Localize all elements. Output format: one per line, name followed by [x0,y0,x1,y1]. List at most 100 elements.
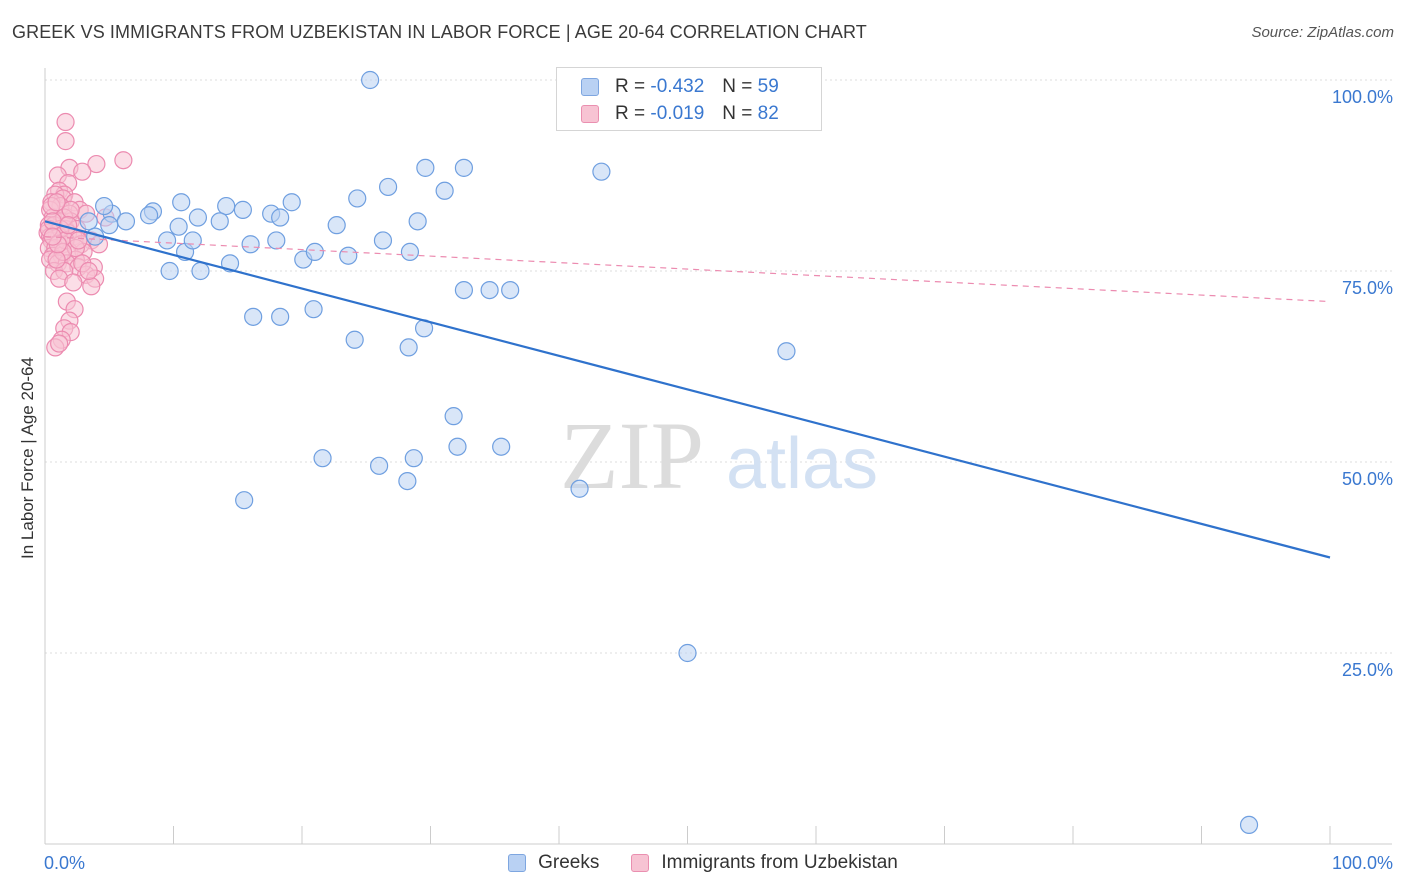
legend-r-label: R = [615,76,646,97]
greeks-point [327,216,346,235]
greeks-point [100,216,119,235]
legend-swatch-greeks [508,854,527,872]
x-tick-label: 100.0% [1332,853,1393,873]
legend-item-uzbekistan[interactable]: Immigrants from Uzbekistan [631,852,898,874]
legend-n-label: N = [722,76,753,97]
greeks-point [345,330,364,349]
greeks-point [191,261,210,281]
greeks-point [592,162,611,181]
uzbekistan-point [47,250,66,269]
greeks-point [313,449,332,468]
greeks-point [304,300,323,319]
greeks-point [777,342,796,361]
legend-n-value: 82 [757,103,779,124]
legend-row-greeks: R = -0.432 N = 59 [581,74,779,100]
greeks-point [169,217,188,236]
greeks-point [501,281,520,300]
watermark: ZIP atlas [560,402,878,509]
uzbekistan-point [56,112,75,132]
uzbekistan-point [82,277,101,296]
uzbekistan-point [43,227,62,246]
tick-labels: 25.0% 50.0% 75.0% 100.0% 0.0% 100.0% [44,87,1393,873]
trend-lines [44,220,1331,559]
series-legend: Greeks Immigrants from Uzbekistan [0,852,1406,874]
grid-lines [45,79,1392,654]
greeks-point [416,158,435,177]
greeks-point [348,189,367,208]
greeks-point [267,231,286,250]
legend-row-uzbekistan: R = -0.019 N = 82 [581,101,779,127]
source-label: Source: ZipAtlas.com [1251,24,1394,41]
greeks-point [139,206,159,225]
legend-r-value: -0.019 [650,103,705,124]
legend-r-label: R = [615,103,646,124]
greeks-point [235,491,254,510]
greeks-point [188,208,208,227]
legend-swatch-greeks [581,78,599,96]
uzbekistan-point [87,154,106,174]
greeks-point [339,246,358,265]
greeks-point [454,281,474,300]
greeks-point [408,212,427,231]
greeks-point [370,456,389,475]
uzbekistan-point [69,231,88,250]
greeks-point [244,307,263,326]
greeks-point [172,193,191,212]
greeks-point [95,196,114,216]
uzbekistan-point [73,162,92,181]
greeks-point [398,472,417,491]
greeks-point [160,261,179,281]
greeks-point [241,235,260,254]
legend-label-uzbekistan: Immigrants from Uzbekistan [661,852,898,873]
legend-r-value: -0.432 [650,76,705,97]
legend-n-label: N = [722,103,753,124]
legend-swatch-uzbekistan [581,105,599,123]
trend-line-greeks [44,220,1331,559]
greeks-point [444,407,463,426]
greeks-point [480,281,499,300]
greeks-point [217,196,236,216]
y-tick-label: 100.0% [1332,87,1393,107]
greeks-point [210,212,229,231]
uzbekistan-point [114,151,133,170]
legend-label-greeks: Greeks [538,852,600,873]
greeks-point [271,208,290,227]
legend-n-value: 59 [757,76,779,97]
greeks-point [271,307,290,326]
greeks-point [399,338,418,357]
greeks-point [678,643,697,663]
greeks-point [1239,815,1259,835]
chart-title: GREEK VS IMMIGRANTS FROM UZBEKISTAN IN L… [12,22,867,42]
axes [44,68,1392,845]
greeks-point [378,177,398,197]
x-tick-label: 0.0% [44,853,85,873]
trend-line-uzbekistan [44,236,1331,303]
greeks-point [305,242,324,261]
greeks-point [79,212,98,231]
greeks-point [373,231,393,250]
greeks-point [116,212,136,231]
greeks-point [361,70,380,90]
greeks-point [157,231,177,250]
uzbekistan-point [79,261,98,281]
greeks-point [435,181,454,200]
greeks-point [400,242,420,261]
greeks-point [183,231,202,250]
greeks-point [448,437,467,456]
series-uzbekistan-points [38,112,133,357]
greeks-point [454,158,474,177]
legend-swatch-uzbekistan [631,854,650,872]
uzbekistan-point [64,273,83,292]
uzbekistan-point [47,193,66,212]
correlation-legend: R = -0.432 N = 59 R = -0.019 N = 82 [556,67,822,131]
greeks-point [404,449,423,468]
uzbekistan-point [56,132,75,151]
greeks-point [570,479,589,498]
legend-item-greeks[interactable]: Greeks [508,852,599,874]
watermark-atlas: atlas [726,424,878,504]
y-tick-label: 50.0% [1342,469,1393,489]
y-tick-label: 25.0% [1342,660,1393,680]
greeks-point [233,200,252,219]
y-tick-label: 75.0% [1342,278,1393,298]
